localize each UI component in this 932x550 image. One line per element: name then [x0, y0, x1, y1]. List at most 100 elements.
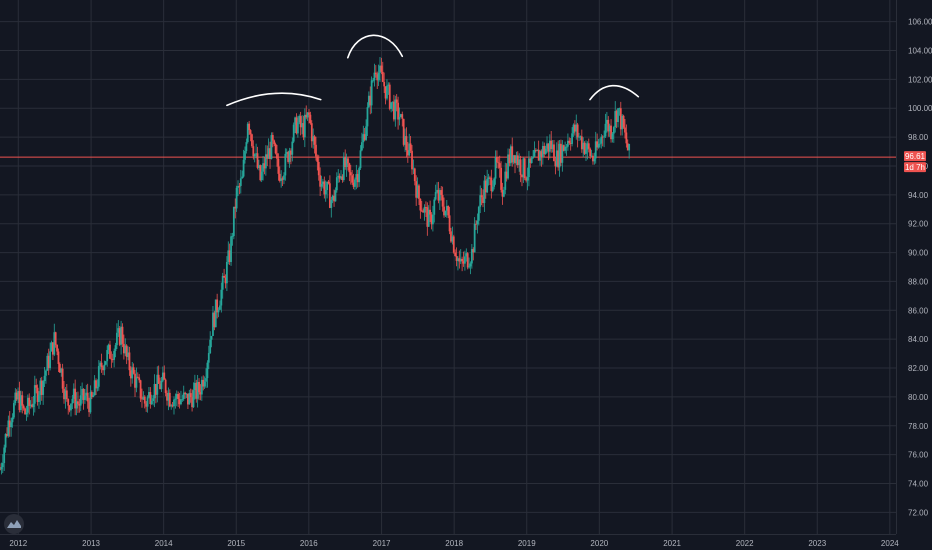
candle-body [82, 388, 85, 400]
candle-body [43, 375, 46, 382]
candle-body [496, 156, 498, 163]
candle-body [334, 190, 337, 202]
candle-body [185, 393, 188, 395]
candle-body [216, 299, 219, 313]
candle-body [568, 140, 571, 143]
candle-body [608, 125, 611, 132]
candle-body [139, 380, 142, 399]
candle-body [333, 195, 335, 202]
candle-body [267, 148, 270, 159]
candle-body [523, 158, 526, 179]
candle-body [60, 368, 63, 373]
candle-body [479, 195, 482, 207]
candle-body [431, 214, 434, 225]
candle-body [561, 145, 564, 163]
candle-body [356, 174, 359, 183]
candle-body [295, 117, 298, 134]
candle-body [24, 408, 26, 415]
candle-body [585, 149, 587, 154]
candle-body [465, 253, 468, 257]
candle-body [362, 134, 365, 143]
candle-body [310, 123, 313, 142]
candle-body [19, 395, 22, 410]
candle-body [58, 364, 61, 373]
candle-body [458, 258, 461, 262]
x-tick-label: 2016 [300, 539, 318, 548]
candle-body [125, 345, 128, 357]
y-tick-label: 98.00 [908, 133, 929, 142]
candle-body [504, 171, 507, 190]
candle-body [92, 395, 95, 398]
candle-body [626, 143, 629, 151]
candle-body [33, 385, 36, 404]
candle-body [305, 114, 308, 118]
y-tick-label: 92.00 [908, 220, 929, 229]
candle-body [246, 123, 249, 143]
candle-body [448, 215, 451, 232]
candle-body [464, 256, 466, 264]
candle-body [341, 176, 344, 181]
candle-body [352, 182, 355, 187]
candle-body [562, 145, 565, 151]
candle-body [537, 149, 540, 161]
candle-body [381, 71, 384, 82]
candle-body [589, 148, 592, 157]
candle-body [372, 80, 374, 82]
candle-body [11, 417, 14, 423]
candle-body [610, 125, 612, 140]
candle-body [157, 374, 160, 384]
candle-body [85, 392, 88, 396]
candle-body [603, 136, 605, 138]
candle-body [14, 392, 17, 404]
candle-body [593, 158, 596, 162]
candle-body [159, 383, 161, 389]
candle-body [81, 388, 84, 396]
candle-body [45, 370, 47, 376]
x-tick-label: 2021 [663, 539, 681, 548]
candle-body [53, 332, 56, 355]
candle-body [196, 381, 199, 399]
candle-body [438, 190, 441, 201]
candle-body [480, 195, 483, 198]
candle-body [22, 405, 25, 409]
candle-body [628, 144, 631, 151]
candle-body [461, 258, 464, 262]
candle-body [273, 140, 276, 144]
candle-body [579, 136, 582, 138]
candle-body [206, 362, 209, 379]
candle-body [253, 154, 256, 157]
candle-body [560, 143, 562, 163]
candle-body [160, 380, 163, 389]
x-tick-label: 2014 [155, 539, 173, 548]
candle-body [54, 332, 57, 345]
candle-body [402, 118, 405, 145]
y-tick-label: 104.00 [908, 47, 932, 56]
last-price-tag [904, 151, 926, 162]
candle-body [470, 249, 473, 264]
y-tick-label: 78.00 [908, 422, 929, 431]
candle-body [363, 134, 366, 140]
candle-body [592, 155, 594, 162]
candle-body [28, 397, 31, 406]
candle-body [220, 289, 223, 306]
candle-body [308, 112, 310, 115]
annotations [226, 34, 640, 107]
candle-body [192, 390, 195, 408]
candle-body [436, 189, 438, 193]
candle-body [217, 309, 220, 313]
candle-body [427, 209, 430, 227]
candle-body [395, 99, 398, 103]
tradingview-logo-icon[interactable] [4, 514, 24, 534]
candle-body [597, 143, 600, 148]
candle-body [171, 405, 174, 407]
candle-body [79, 395, 82, 406]
candle-body [134, 373, 136, 388]
candle-body [6, 433, 8, 436]
candle-body [490, 177, 493, 192]
y-tick-label: 100.00 [908, 104, 932, 113]
candle-body [344, 156, 347, 167]
candle-body [491, 186, 494, 192]
candle-body [148, 392, 150, 398]
candle-body [127, 352, 129, 357]
